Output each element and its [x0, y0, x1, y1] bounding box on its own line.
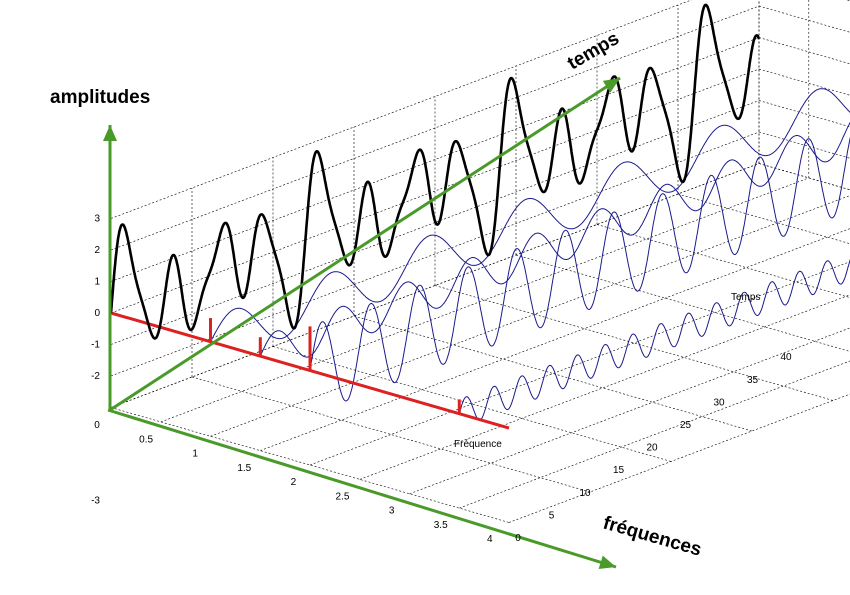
grid-line: [758, 163, 850, 191]
time-tick: 15: [613, 465, 625, 476]
grid-line: [846, 0, 850, 2]
amplitude-tick: 2: [94, 245, 100, 256]
amplitude-tick: -1: [91, 340, 100, 351]
frequency-tick: 2: [291, 477, 297, 488]
axis-arrows: [103, 76, 621, 569]
grid-line: [353, 315, 753, 432]
time-tick: 40: [780, 352, 792, 363]
grid-line: [110, 163, 760, 408]
grid-line: [110, 100, 760, 345]
time-tick: 10: [579, 488, 591, 499]
sum-wave: [109, 3, 761, 340]
grid-line: [758, 100, 850, 128]
frequency-tick: 3.5: [434, 520, 448, 531]
time-arrow-head: [602, 78, 620, 93]
amplitude-tick: 1: [94, 277, 100, 288]
grid-line: [596, 224, 850, 298]
grid-line: [110, 407, 510, 523]
grid-line: [110, 131, 760, 377]
spectrum-bars: [110, 311, 510, 430]
frequency-arrow: [107, 408, 617, 569]
sum-signal: [109, 3, 761, 340]
amplitude-tick: -2: [91, 371, 100, 382]
frequency-tick: 1: [192, 449, 198, 460]
component-wave: [210, 88, 850, 343]
grid-line: [508, 393, 850, 523]
grid-lines: [110, 0, 850, 523]
amplitude-tick: 3: [94, 214, 100, 225]
component-waves: [210, 88, 850, 421]
time-tick: 35: [747, 375, 759, 386]
frequency-tick: 2.5: [336, 491, 350, 502]
component-wave: [309, 136, 850, 402]
amplitude-tick: 0: [94, 308, 100, 319]
frequency-tick: 0.5: [139, 434, 153, 445]
grid-line: [758, 163, 850, 191]
frequences-label: fréquences: [601, 513, 704, 561]
time-tick: 0: [515, 533, 521, 544]
grid-line: [110, 68, 760, 314]
grid-line: [110, 0, 693, 219]
grid-line: [272, 346, 672, 462]
component-wave: [458, 258, 850, 421]
grid-line: [160, 177, 809, 423]
grid-line: [309, 261, 850, 466]
amplitudes-label: amplitudes: [50, 87, 150, 108]
frequency-tick: 4: [487, 534, 493, 545]
frequency-tick: 1.5: [237, 463, 251, 474]
frequence-axis-label: Fréquence: [454, 439, 502, 450]
component-wave: [259, 121, 850, 358]
grid-line: [110, 5, 760, 251]
grid-line: [409, 327, 850, 495]
grid-line: [110, 37, 760, 282]
grid-line: [677, 193, 850, 245]
amplitude-arrow-head: [103, 125, 117, 141]
temps-label: temps: [564, 28, 623, 74]
grid-line: [434, 285, 834, 401]
time-tick: 20: [646, 443, 658, 454]
grid-line: [758, 37, 850, 65]
frequency-tick: 3: [389, 506, 395, 517]
frequency-arrow-head: [598, 555, 616, 569]
time-tick: 30: [713, 397, 725, 408]
amplitude-tick: -3: [91, 496, 100, 507]
time-tick: 25: [680, 420, 692, 431]
temps-axis-label: Temps: [731, 292, 760, 303]
time-tick: 5: [549, 510, 555, 521]
grid-line: [758, 131, 850, 159]
grid-line: [758, 5, 850, 33]
frequency-tick: 0: [94, 420, 100, 431]
grid-line: [359, 294, 850, 480]
grid-line: [758, 68, 850, 96]
grid-line: [210, 195, 850, 437]
time-arrow: [109, 76, 621, 412]
grid-line: [191, 376, 591, 493]
grid-line: [260, 228, 850, 451]
grid-line: [515, 254, 850, 352]
grid-line: [459, 360, 850, 509]
